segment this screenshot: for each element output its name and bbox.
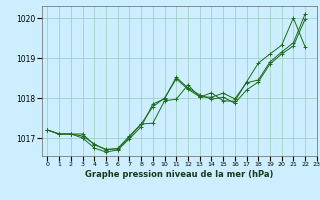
X-axis label: Graphe pression niveau de la mer (hPa): Graphe pression niveau de la mer (hPa) bbox=[85, 170, 273, 179]
